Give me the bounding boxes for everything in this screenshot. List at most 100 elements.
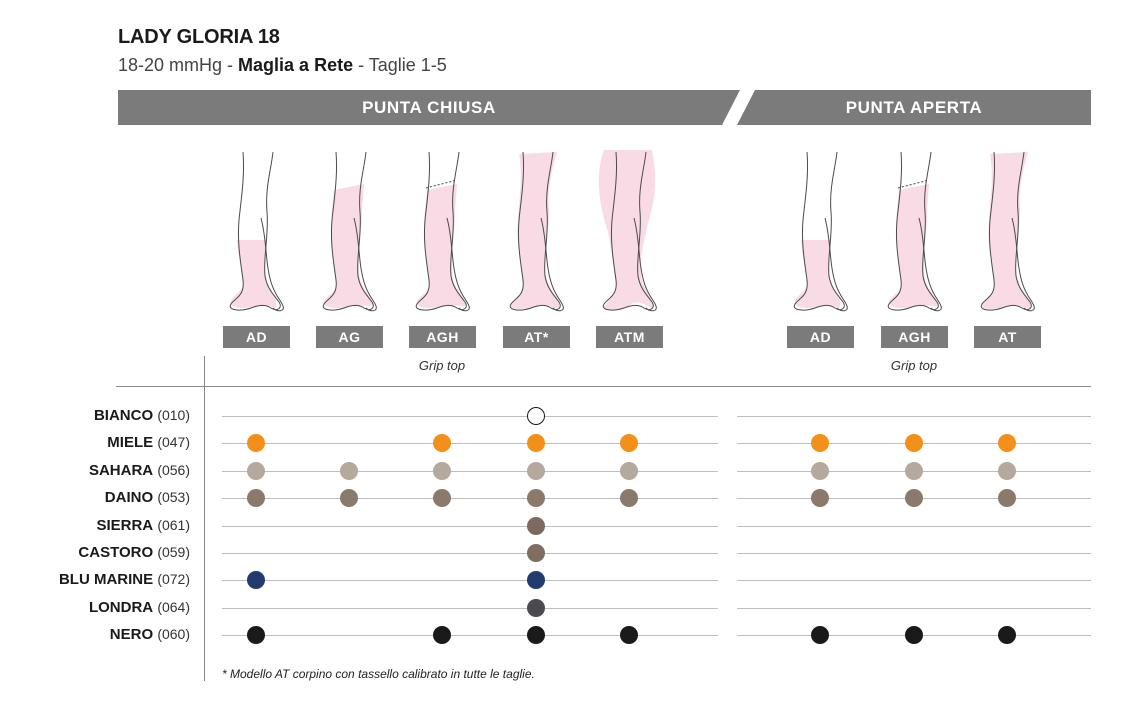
leg-illustration-closed-at <box>501 148 571 318</box>
color-code: (061) <box>157 516 190 533</box>
row-line-closed <box>222 525 718 527</box>
model-label-closed-at: AT* <box>503 326 570 348</box>
color-code: (010) <box>157 407 190 423</box>
color-dot-miele-closed-2 <box>433 434 451 453</box>
color-code: (056) <box>157 461 190 478</box>
color-dot-castoro-closed-3 <box>527 544 545 562</box>
leg-illustration-closed-ad <box>221 148 291 318</box>
color-name: LONDRA <box>88 598 154 616</box>
color-name: BLU MARINE <box>58 571 154 589</box>
color-dot-londra-closed-3 <box>527 598 545 617</box>
model-label-closed-ad: AD <box>223 326 290 348</box>
color-dot-bianco-closed-3 <box>527 407 545 425</box>
color-label-blu-marine: BLU MARINE (072) <box>20 571 190 588</box>
model-label-open-at: AT <box>974 326 1041 348</box>
row-line-closed <box>222 607 718 609</box>
color-name: BIANCO <box>93 407 154 424</box>
color-name: CASTORO <box>78 544 154 561</box>
color-dot-sierra-closed-3 <box>527 516 545 535</box>
color-dot-blu-marine-closed-3 <box>527 571 545 590</box>
color-dot-daino-closed-2 <box>433 489 451 508</box>
color-label-daino: DAINO (053) <box>20 489 190 506</box>
model-label-closed-ag: AG <box>316 326 383 348</box>
color-code: (064) <box>157 598 190 615</box>
sizes-text: - Taglie 1-5 <box>353 55 447 75</box>
table-header-divider <box>116 386 1091 387</box>
leg-illustration-closed-agh <box>407 148 477 318</box>
grip-top-note-open: Grip top <box>890 358 938 373</box>
model-label-closed-atm: ATM <box>596 326 663 348</box>
color-label-nero: NERO (060) <box>20 626 190 643</box>
model-label-closed-agh: AGH <box>409 326 476 348</box>
color-dot-nero-closed-4 <box>620 626 638 645</box>
product-subtitle: 18-20 mmHg - Maglia a Rete - Taglie 1-5 <box>118 55 447 76</box>
color-label-sierra: SIERRA (061) <box>20 517 190 534</box>
color-dot-nero-closed-0 <box>247 626 265 645</box>
row-line-open <box>737 553 1091 554</box>
model-label-open-agh: AGH <box>881 326 948 348</box>
color-dot-nero-open-1 <box>905 626 923 645</box>
color-dot-daino-open-0 <box>811 489 829 508</box>
leg-illustration-closed-atm <box>594 148 664 318</box>
leg-illustration-closed-ag <box>314 148 384 318</box>
color-dot-daino-closed-0 <box>247 489 265 508</box>
closed-toe-header: PUNTA CHIUSA <box>118 90 740 125</box>
row-line-open <box>737 607 1091 609</box>
leg-illustration-open-at <box>972 148 1042 318</box>
product-title: LADY GLORIA 18 <box>118 26 280 48</box>
color-code: (072) <box>157 571 190 588</box>
row-line-closed <box>222 635 718 637</box>
color-label-miele: MIELE (047) <box>20 434 190 451</box>
color-code: (060) <box>157 626 190 643</box>
color-dot-nero-closed-3 <box>527 626 545 645</box>
color-dot-miele-open-2 <box>998 434 1016 453</box>
row-line-closed <box>222 498 718 500</box>
color-dot-blu-marine-closed-0 <box>247 571 265 590</box>
row-line-closed <box>222 416 718 417</box>
color-label-castoro: CASTORO (059) <box>20 544 190 561</box>
color-dot-daino-closed-1 <box>340 489 358 508</box>
color-label-sahara: SAHARA (056) <box>20 462 190 479</box>
color-dot-miele-open-0 <box>811 434 829 453</box>
color-name: MIELE <box>107 434 154 452</box>
color-dot-nero-closed-2 <box>433 626 451 645</box>
color-dot-sahara-closed-3 <box>527 461 545 480</box>
color-dot-sahara-closed-0 <box>247 461 265 480</box>
color-name: DAINO <box>104 489 154 507</box>
row-line-open <box>737 525 1091 527</box>
color-dot-nero-open-0 <box>811 626 829 645</box>
row-line-open <box>737 416 1091 417</box>
knit-type: Maglia a Rete <box>238 55 354 75</box>
color-name: SAHARA <box>88 461 154 479</box>
color-dot-miele-closed-0 <box>247 434 265 453</box>
open-toe-header: PUNTA APERTA <box>737 90 1091 125</box>
color-label-londra: LONDRA (064) <box>20 599 190 616</box>
color-dot-miele-closed-4 <box>620 434 638 453</box>
color-dot-miele-open-1 <box>905 434 923 453</box>
color-label-bianco: BIANCO (010) <box>20 407 190 424</box>
color-dot-sahara-open-1 <box>905 461 923 480</box>
color-name: NERO <box>109 626 154 644</box>
color-dot-sahara-closed-1 <box>340 461 358 480</box>
color-dot-daino-open-1 <box>905 489 923 508</box>
footnote: * Modello AT corpino con tassello calibr… <box>222 667 535 681</box>
table-vertical-divider <box>204 356 205 681</box>
row-line-closed <box>222 443 718 445</box>
color-dot-nero-open-2 <box>998 626 1016 645</box>
color-code: (059) <box>157 544 190 560</box>
color-code: (053) <box>157 489 190 506</box>
color-dot-sahara-open-0 <box>811 461 829 480</box>
row-line-closed <box>222 553 718 554</box>
color-code: (047) <box>157 434 190 451</box>
color-dot-sahara-open-2 <box>998 461 1016 480</box>
row-line-closed <box>222 580 718 582</box>
leg-illustration-open-agh <box>879 148 949 318</box>
row-line-open <box>737 580 1091 582</box>
color-dot-daino-closed-4 <box>620 489 638 508</box>
model-label-open-ad: AD <box>787 326 854 348</box>
grip-top-note-closed: Grip top <box>418 358 466 373</box>
color-dot-daino-open-2 <box>998 489 1016 508</box>
color-dot-sahara-closed-4 <box>620 461 638 480</box>
color-dot-miele-closed-3 <box>527 434 545 453</box>
color-dot-sahara-closed-2 <box>433 461 451 480</box>
